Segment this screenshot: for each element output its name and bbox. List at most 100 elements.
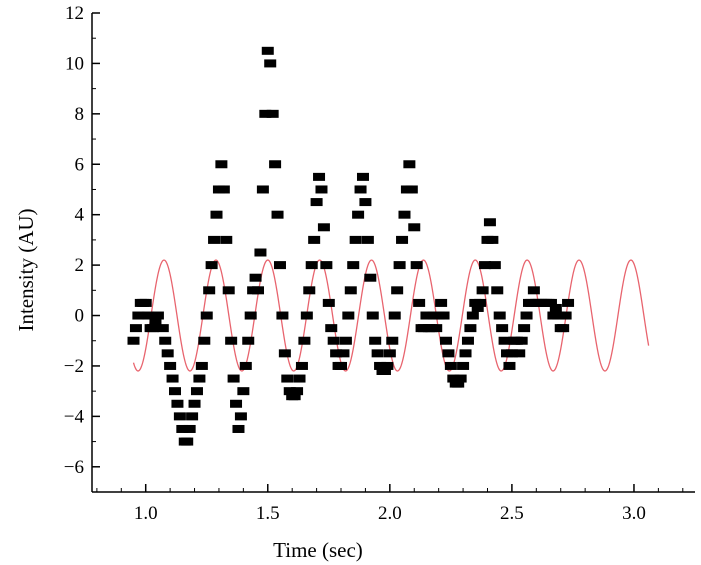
y-tick-label: 2 [75, 255, 85, 276]
data-point [139, 298, 152, 307]
data-point [208, 235, 221, 244]
data-point [413, 298, 426, 307]
data-point [483, 218, 496, 227]
data-point [325, 324, 338, 333]
y-tick-label: 12 [65, 3, 84, 24]
data-point [410, 261, 423, 270]
data-point [278, 349, 291, 358]
data-point [398, 210, 411, 219]
data-point [442, 349, 455, 358]
data-point [322, 298, 335, 307]
data-point [486, 235, 499, 244]
data-point [215, 160, 228, 169]
data-point [474, 298, 487, 307]
data-point [200, 311, 213, 320]
data-point [222, 286, 235, 295]
data-point [249, 273, 262, 282]
data-point [361, 235, 374, 244]
data-point [198, 336, 211, 345]
data-point [344, 286, 357, 295]
y-tick-label: 4 [75, 205, 85, 226]
data-point [391, 286, 404, 295]
data-point [454, 374, 467, 383]
data-point [295, 361, 308, 370]
data-point [190, 387, 203, 396]
data-point [186, 412, 199, 421]
x-tick-label: 2.0 [378, 503, 402, 524]
data-point [364, 273, 377, 282]
data-point [366, 311, 379, 320]
data-point [305, 261, 318, 270]
data-point [518, 324, 531, 333]
data-point [291, 387, 304, 396]
data-point [493, 311, 506, 320]
data-point [337, 349, 350, 358]
data-point [327, 336, 340, 345]
data-point [159, 336, 172, 345]
data-point [132, 311, 145, 320]
data-point [166, 374, 179, 383]
y-tick-label: −4 [64, 406, 85, 427]
data-point [466, 311, 479, 320]
data-point [335, 361, 348, 370]
data-point [459, 349, 472, 358]
data-point [147, 324, 160, 333]
data-point [254, 248, 267, 257]
data-point [271, 210, 284, 219]
data-point [227, 374, 240, 383]
data-point [420, 311, 433, 320]
data-point [169, 387, 182, 396]
data-point [381, 361, 394, 370]
data-point [559, 311, 572, 320]
data-point [205, 261, 218, 270]
data-point [181, 437, 194, 446]
data-point [283, 387, 296, 396]
data-point [527, 286, 540, 295]
data-point [232, 424, 245, 433]
data-point [356, 172, 369, 181]
data-point [359, 198, 372, 207]
data-point [195, 361, 208, 370]
data-point [188, 399, 201, 408]
data-point [259, 109, 272, 118]
data-point [303, 286, 316, 295]
data-point [300, 311, 313, 320]
data-point [242, 336, 255, 345]
data-point [230, 399, 243, 408]
data-point [173, 412, 186, 421]
data-point [342, 311, 355, 320]
data-point [386, 336, 399, 345]
data-point [151, 311, 164, 320]
data-point [161, 349, 174, 358]
data-point [447, 374, 460, 383]
data-point [288, 392, 301, 401]
y-tick-label: 6 [75, 154, 85, 175]
data-point [549, 303, 562, 312]
data-point [513, 349, 526, 358]
data-point [352, 210, 365, 219]
data-point [237, 387, 250, 396]
data-point [171, 399, 184, 408]
data-point [378, 366, 391, 375]
data-point [234, 412, 247, 421]
data-point [369, 336, 382, 345]
data-point [437, 311, 450, 320]
data-point [396, 235, 409, 244]
data-point [403, 160, 416, 169]
data-point [149, 319, 162, 328]
data-point [544, 298, 557, 307]
data-point [210, 210, 223, 219]
data-point [293, 374, 306, 383]
data-point [408, 223, 421, 232]
data-point [193, 374, 206, 383]
data-point [203, 286, 216, 295]
data-point [435, 298, 448, 307]
data-point [129, 324, 142, 333]
data-point [127, 336, 140, 345]
data-point [310, 198, 323, 207]
y-tick-label: 10 [65, 53, 84, 74]
data-point [371, 349, 384, 358]
data-point [383, 349, 396, 358]
data-point [281, 374, 294, 383]
